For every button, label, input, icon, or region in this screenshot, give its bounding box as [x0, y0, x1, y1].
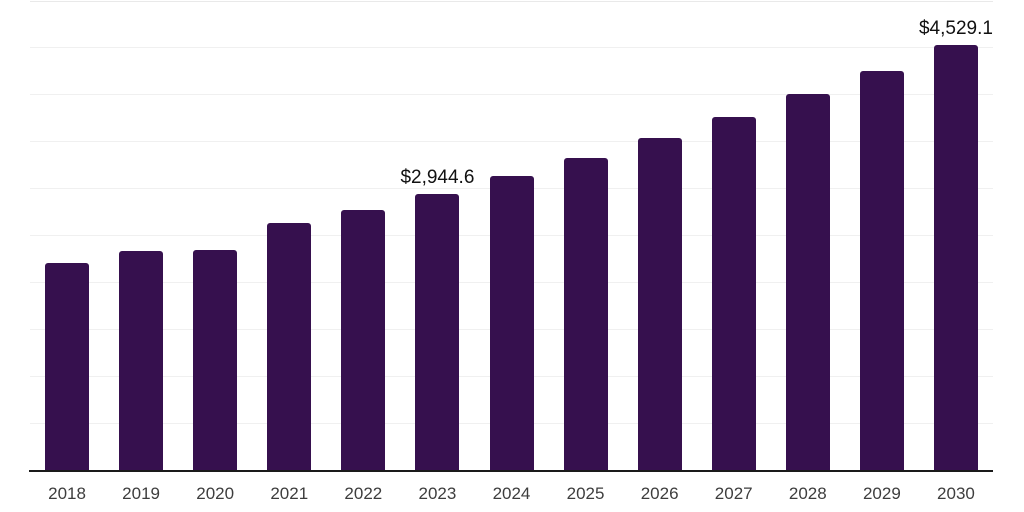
bar-2029 — [859, 70, 904, 470]
bar-2018 — [45, 262, 90, 470]
x-tick-label-2022: 2022 — [344, 484, 383, 503]
bar-2024 — [489, 176, 534, 470]
gridline — [30, 47, 993, 49]
x-tick-label-2026: 2026 — [640, 484, 679, 503]
bar-2027 — [711, 116, 756, 470]
bar-2020 — [193, 249, 238, 470]
x-tick-label-2029: 2029 — [862, 484, 901, 503]
bar-2021 — [267, 223, 312, 470]
x-tick-label-2027: 2027 — [714, 484, 753, 503]
x-tick-label-2028: 2028 — [788, 484, 827, 503]
x-tick-label-2021: 2021 — [270, 484, 309, 503]
x-axis-line — [29, 470, 993, 472]
x-tick-label-2019: 2019 — [122, 484, 160, 503]
x-tick-label-2025: 2025 — [566, 484, 605, 503]
x-tick-label-2023: 2023 — [418, 484, 457, 503]
bar-2025 — [563, 157, 608, 470]
value-label-2030: $4,529.1 — [918, 18, 993, 40]
x-tick-label-2024: 2024 — [492, 484, 531, 503]
bar-2022 — [341, 210, 386, 470]
gridline — [30, 0, 993, 2]
value-label-2023: $2,944.6 — [400, 166, 475, 188]
x-tick-label-2020: 2020 — [196, 484, 235, 503]
bar-2028 — [785, 94, 830, 470]
bar-2026 — [637, 137, 682, 470]
bar-2019 — [119, 250, 164, 470]
x-tick-label-2018: 2018 — [48, 484, 86, 503]
x-tick-label-2030: 2030 — [937, 484, 975, 503]
bar-2023 — [415, 193, 460, 470]
gridline — [30, 141, 993, 143]
gridline — [30, 94, 993, 96]
bar-2030 — [933, 45, 978, 470]
